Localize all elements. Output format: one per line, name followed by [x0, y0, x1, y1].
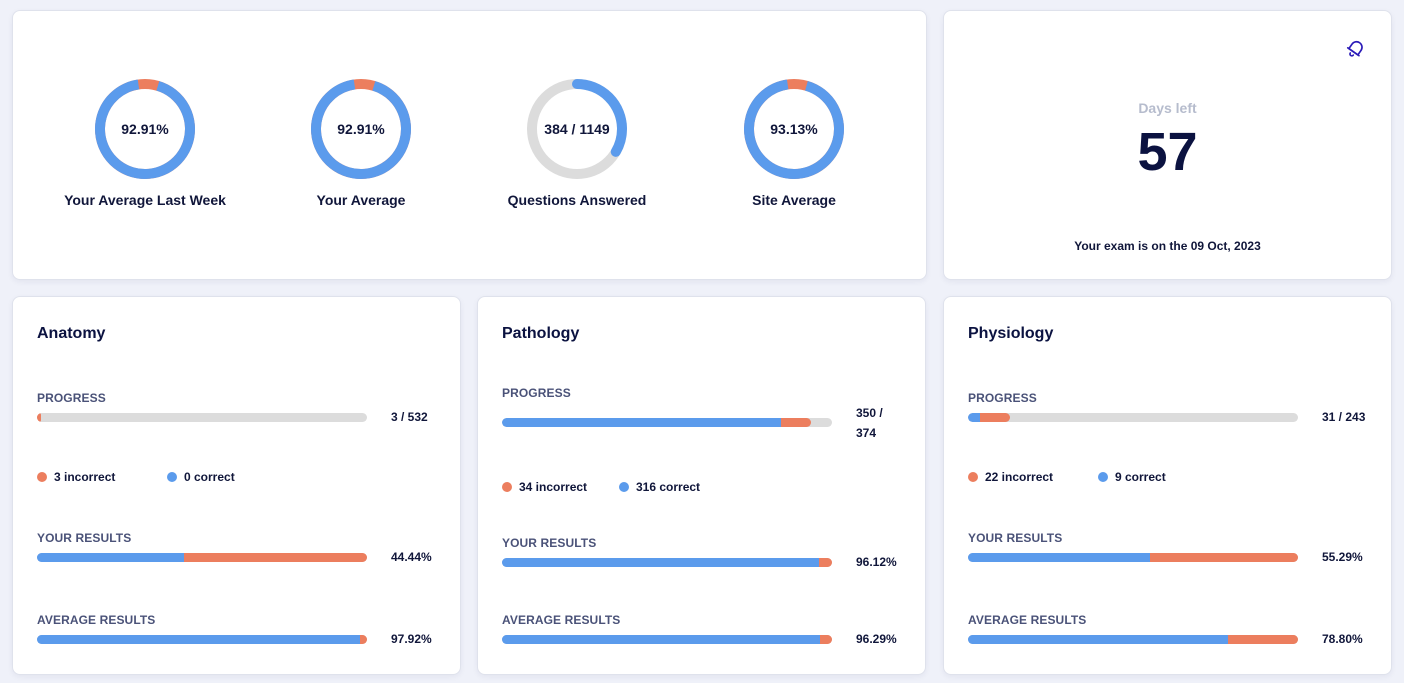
ring-value-arc: [95, 79, 195, 179]
legend-correct: 9 correct: [1098, 470, 1166, 484]
stat-ring: 384 / 1149: [527, 79, 627, 179]
progress-value: 350 / 374: [856, 406, 883, 440]
stat-value: 92.91%: [121, 121, 169, 137]
countdown-card: Days left 57 Your exam is on the 09 Oct,…: [943, 10, 1392, 280]
average-incorrect-segment: [1228, 635, 1298, 644]
progress-bar: [968, 413, 1298, 422]
legend-correct: 0 correct: [167, 470, 235, 484]
exam-date-text: Your exam is on the 09 Oct, 2023: [1074, 239, 1261, 253]
progress-label: PROGRESS: [968, 391, 1037, 405]
results-correct-segment: [502, 558, 820, 567]
ring-value-arc: [527, 79, 627, 179]
average-correct-segment: [37, 635, 361, 644]
your-results-bar: [502, 558, 832, 567]
average-correct-segment: [502, 635, 820, 644]
average-results-label: AVERAGE RESULTS: [37, 613, 156, 627]
stat-average-last-week: 92.91% Your Average Last Week: [45, 77, 245, 208]
progress-correct-segment: [502, 418, 781, 427]
stat-site-average: 93.13% Site Average: [694, 77, 894, 208]
average-results-value: 96.29%: [856, 632, 897, 646]
progress-bar: [502, 418, 832, 427]
correct-dot-icon: [167, 472, 177, 482]
incorrect-dot-icon: [502, 482, 512, 492]
stat-your-average: 92.91% Your Average: [261, 77, 461, 208]
correct-count: 316 correct: [636, 480, 701, 494]
stat-ring: 93.13%: [744, 79, 844, 179]
progress-label: PROGRESS: [37, 391, 106, 405]
incorrect-count: 34 incorrect: [519, 480, 588, 494]
incorrect-count: 3 incorrect: [54, 470, 116, 484]
results-correct-segment: [37, 553, 184, 562]
your-results-label: YOUR RESULTS: [37, 531, 132, 545]
stat-value: 92.91%: [337, 121, 385, 137]
your-results-label: YOUR RESULTS: [502, 536, 597, 550]
average-incorrect-segment: [819, 635, 832, 644]
progress-correct-segment: [968, 413, 981, 422]
stats-card: 92.91% Your Average Last Week 92.91% You…: [12, 10, 927, 280]
progress-incorrect-segment: [780, 418, 811, 427]
stat-label: Site Average: [752, 192, 836, 208]
average-results-bar: [37, 635, 367, 644]
results-incorrect-segment: [819, 558, 832, 567]
stat-questions-answered: 384 / 1149 Questions Answered: [477, 77, 677, 208]
your-results-bar: [37, 553, 367, 562]
correct-count: 0 correct: [184, 470, 235, 484]
your-results-value: 44.44%: [391, 550, 432, 564]
stat-value: 384 / 1149: [544, 121, 610, 137]
progress-value: 31 / 243: [1322, 410, 1366, 424]
correct-dot-icon: [1098, 472, 1108, 482]
legend-incorrect: 22 incorrect: [968, 470, 1053, 484]
incorrect-count: 22 incorrect: [985, 470, 1054, 484]
bell-icon[interactable]: [1345, 37, 1367, 59]
stat-value: 93.13%: [770, 121, 818, 137]
average-correct-segment: [968, 635, 1229, 644]
your-results-value: 55.29%: [1322, 550, 1363, 564]
stat-ring: 92.91%: [311, 79, 411, 179]
stat-ring: 92.91%: [95, 79, 195, 179]
results-incorrect-segment: [183, 553, 367, 562]
subject-title: Pathology: [502, 325, 580, 342]
progress-bar: [37, 413, 367, 422]
your-results-label: YOUR RESULTS: [968, 531, 1063, 545]
stat-label: Your Average: [316, 192, 406, 208]
subject-card-anatomy: Anatomy PROGRESS 3 / 532 3 incorrect 0 c…: [12, 296, 461, 675]
average-results-label: AVERAGE RESULTS: [502, 613, 621, 627]
average-results-label: AVERAGE RESULTS: [968, 613, 1087, 627]
average-incorrect-segment: [360, 635, 367, 644]
your-results-value: 96.12%: [856, 555, 897, 569]
progress-incorrect-segment: [37, 413, 41, 422]
progress-value: 3 / 532: [391, 410, 428, 424]
days-left-label: Days left: [1138, 100, 1197, 116]
average-results-bar: [968, 635, 1298, 644]
progress-label: PROGRESS: [502, 386, 571, 400]
subject-card-physiology: Physiology PROGRESS 31 / 243 22 incorrec…: [943, 296, 1392, 675]
average-results-bar: [502, 635, 832, 644]
correct-dot-icon: [619, 482, 629, 492]
days-left-value: 57: [1137, 122, 1198, 182]
incorrect-dot-icon: [968, 472, 978, 482]
average-results-value: 97.92%: [391, 632, 432, 646]
stat-label: Questions Answered: [507, 192, 647, 208]
legend-incorrect: 3 incorrect: [37, 470, 115, 484]
legend-incorrect: 34 incorrect: [502, 480, 587, 494]
results-correct-segment: [968, 553, 1151, 562]
average-results-value: 78.80%: [1322, 632, 1363, 646]
correct-count: 9 correct: [1115, 470, 1166, 484]
progress-incorrect-segment: [980, 413, 1011, 422]
ring-value-arc: [311, 79, 411, 179]
results-incorrect-segment: [1150, 553, 1298, 562]
subject-title: Anatomy: [37, 325, 106, 342]
subject-title: Physiology: [968, 325, 1054, 342]
legend-correct: 316 correct: [619, 480, 700, 494]
subject-card-pathology: Pathology PROGRESS 350 / 374 34 incorrec…: [477, 296, 926, 675]
incorrect-dot-icon: [37, 472, 47, 482]
your-results-bar: [968, 553, 1298, 562]
stat-label: Your Average Last Week: [64, 192, 226, 208]
